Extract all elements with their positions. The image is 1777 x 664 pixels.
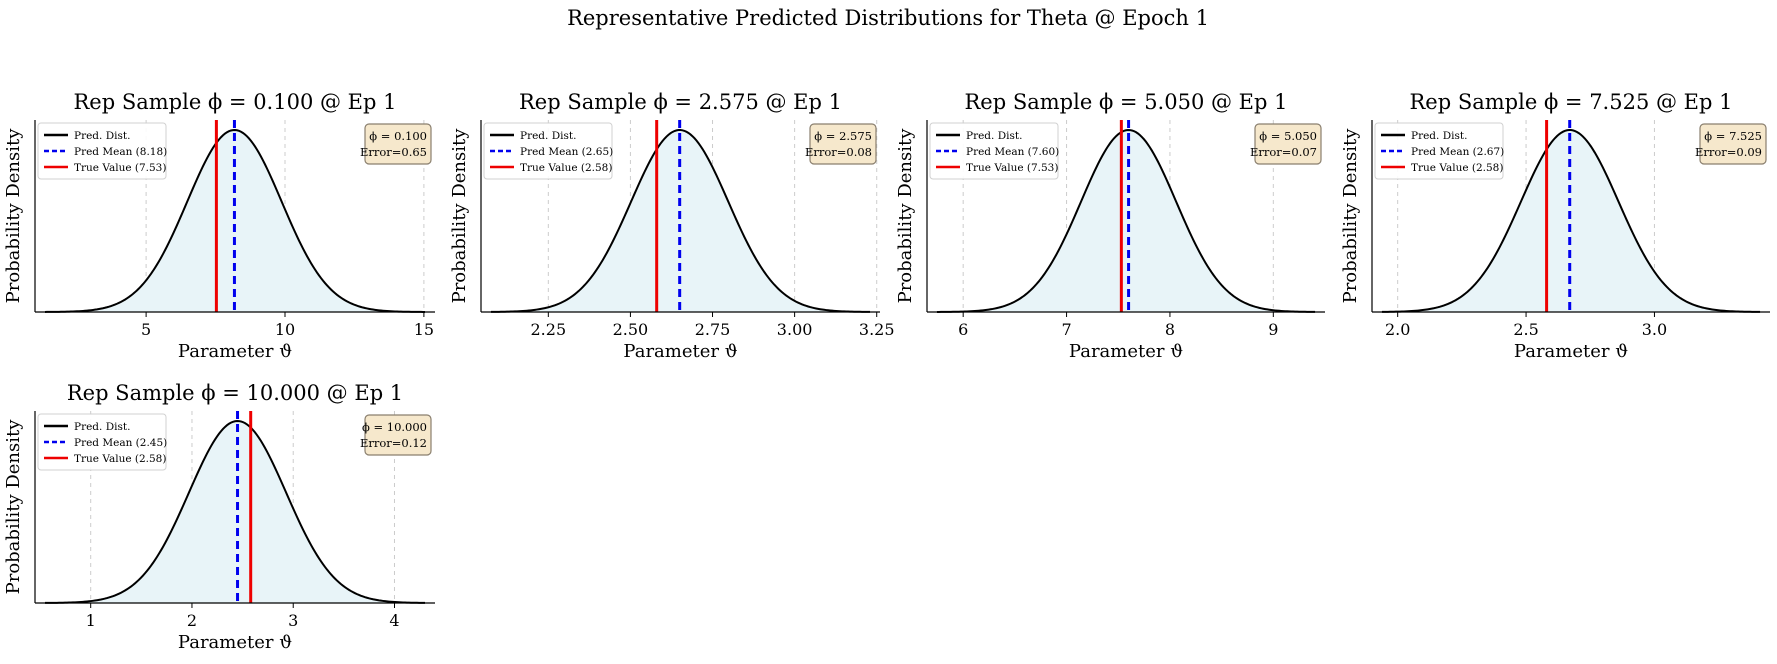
x-tick-label: 15 [414, 320, 434, 339]
legend-box [37, 122, 167, 180]
x-axis-label: Parameter ϑ [178, 632, 292, 653]
chart-panel-1: Rep Sample ϕ = 0.100 @ Ep 1 5 10 15 Paramete… [3, 90, 435, 362]
annotation: ϕ = 2.575 Error=0.08 [805, 123, 877, 165]
figure-suptitle: Representative Predicted Distributions f… [567, 6, 1209, 30]
x-tick-label: 2.50 [613, 320, 649, 339]
y-axis-label: Probability Density [3, 128, 24, 304]
annotation-phi: ϕ = 0.100 [369, 129, 427, 143]
annotation-error: Error=0.65 [360, 145, 427, 159]
x-tick-label: 6 [958, 320, 968, 339]
legend-label: True Value (7.53) [74, 162, 166, 174]
pred-dist-curve [936, 129, 1316, 313]
legend: Pred. Dist. Pred Mean (2.67) True Value (2… [1374, 122, 1504, 180]
x-tick-label: 2 [187, 611, 197, 630]
density-fill [45, 130, 425, 312]
legend-label: Pred Mean (2.65) [520, 146, 613, 158]
legend-label: Pred Mean (2.67) [1411, 146, 1504, 158]
annotation-phi: ϕ = 2.575 [814, 129, 872, 143]
chart-panel-3: Rep Sample ϕ = 5.050 @ Ep 1 6 7 8 9 Parameter… [895, 90, 1325, 362]
legend-box [37, 413, 167, 471]
y-axis-label: Probability Density [3, 419, 24, 595]
x-tick-label: 2.0 [1385, 320, 1410, 339]
annotation-phi: ϕ = 5.050 [1259, 129, 1317, 143]
annotation-phi: ϕ = 10.000 [362, 420, 427, 434]
annotation: ϕ = 7.525 Error=0.09 [1695, 123, 1767, 165]
legend-label: Pred Mean (2.45) [74, 437, 167, 449]
panel-title: Rep Sample ϕ = 7.525 @ Ep 1 [1410, 90, 1733, 114]
legend-label: True Value (2.58) [520, 162, 612, 174]
annotation-phi: ϕ = 7.525 [1704, 129, 1762, 143]
legend: Pred. Dist. Pred Mean (8.18) True Value (7… [37, 122, 167, 180]
x-tick-label: 3 [288, 611, 298, 630]
panel-title: Rep Sample ϕ = 0.100 @ Ep 1 [74, 90, 397, 114]
density-fill [490, 130, 871, 312]
pred-dist-curve [490, 129, 871, 313]
legend-box [929, 122, 1059, 180]
density-fill [45, 421, 425, 603]
annotation-error: Error=0.08 [805, 145, 872, 159]
legend: Pred. Dist. Pred Mean (2.65) True Value (2… [483, 122, 613, 180]
x-tick-label: 1 [86, 611, 96, 630]
x-axis-label: Parameter ϑ [623, 341, 737, 362]
annotation: ϕ = 5.050 Error=0.07 [1250, 123, 1322, 165]
panel-title: Rep Sample ϕ = 5.050 @ Ep 1 [965, 90, 1288, 114]
x-tick-label: 3.25 [859, 320, 895, 339]
x-tick-label: 10 [275, 320, 295, 339]
y-axis-label: Probability Density [895, 128, 916, 304]
legend-box [483, 122, 613, 180]
x-tick-label: 4 [389, 611, 399, 630]
pred-dist-curve [44, 129, 426, 313]
x-axis-label: Parameter ϑ [178, 341, 292, 362]
y-axis-label: Probability Density [449, 128, 470, 304]
x-axis-label: Parameter ϑ [1514, 341, 1628, 362]
annotation: ϕ = 0.100 Error=0.65 [360, 123, 432, 165]
y-axis-label: Probability Density [1340, 128, 1361, 304]
annotation-box [1254, 123, 1322, 165]
chart-panel-5: Rep Sample ϕ = 10.000 @ Ep 1 1 2 3 4 Paramete… [3, 381, 435, 653]
annotation-error: Error=0.12 [360, 436, 427, 450]
x-tick-label: 2.25 [531, 320, 567, 339]
x-axis-label: Parameter ϑ [1069, 341, 1183, 362]
legend-label: Pred Mean (7.60) [966, 146, 1059, 158]
annotation-error: Error=0.09 [1695, 145, 1762, 159]
x-tick-label: 3.0 [1642, 320, 1667, 339]
legend-label: Pred. Dist. [1411, 130, 1467, 142]
legend-label: Pred. Dist. [520, 130, 576, 142]
density-fill [936, 130, 1316, 312]
legend-label: Pred. Dist. [966, 130, 1022, 142]
legend-label: Pred. Dist. [74, 130, 130, 142]
legend: Pred. Dist. Pred Mean (7.60) True Value (7… [929, 122, 1059, 180]
legend-label: Pred. Dist. [74, 421, 130, 433]
chart-panel-4: Rep Sample ϕ = 7.525 @ Ep 1 2.0 2.5 3.0 Para… [1340, 90, 1770, 362]
legend-label: Pred Mean (8.18) [74, 146, 167, 158]
annotation-box [364, 123, 432, 165]
x-tick-label: 2.5 [1513, 320, 1538, 339]
panel-title: Rep Sample ϕ = 2.575 @ Ep 1 [519, 90, 842, 114]
density-fill [1381, 130, 1761, 312]
legend-box [1374, 122, 1504, 180]
panel-title: Rep Sample ϕ = 10.000 @ Ep 1 [67, 381, 403, 405]
chart-panel-2: Rep Sample ϕ = 2.575 @ Ep 1 2.25 2.50 2.75 3… [449, 90, 895, 362]
pred-dist-curve [1381, 129, 1761, 313]
annotation-box [809, 123, 877, 165]
legend: Pred. Dist. Pred Mean (2.45) True Value (2… [37, 413, 167, 471]
legend-label: True Value (2.58) [74, 453, 166, 465]
annotation-box [364, 414, 432, 456]
x-tick-label: 9 [1268, 320, 1278, 339]
annotation: ϕ = 10.000 Error=0.12 [360, 414, 432, 456]
annotation-box [1699, 123, 1767, 165]
legend-label: True Value (2.58) [1411, 162, 1503, 174]
pred-dist-curve [44, 420, 426, 604]
x-tick-label: 2.75 [695, 320, 731, 339]
x-tick-label: 3.00 [777, 320, 813, 339]
x-tick-label: 8 [1165, 320, 1175, 339]
x-tick-label: 7 [1061, 320, 1071, 339]
x-tick-label: 5 [141, 320, 151, 339]
panels: Rep Sample ϕ = 0.100 @ Ep 1 5 10 15 Paramete… [3, 90, 1770, 653]
legend-label: True Value (7.53) [966, 162, 1058, 174]
annotation-error: Error=0.07 [1250, 145, 1317, 159]
